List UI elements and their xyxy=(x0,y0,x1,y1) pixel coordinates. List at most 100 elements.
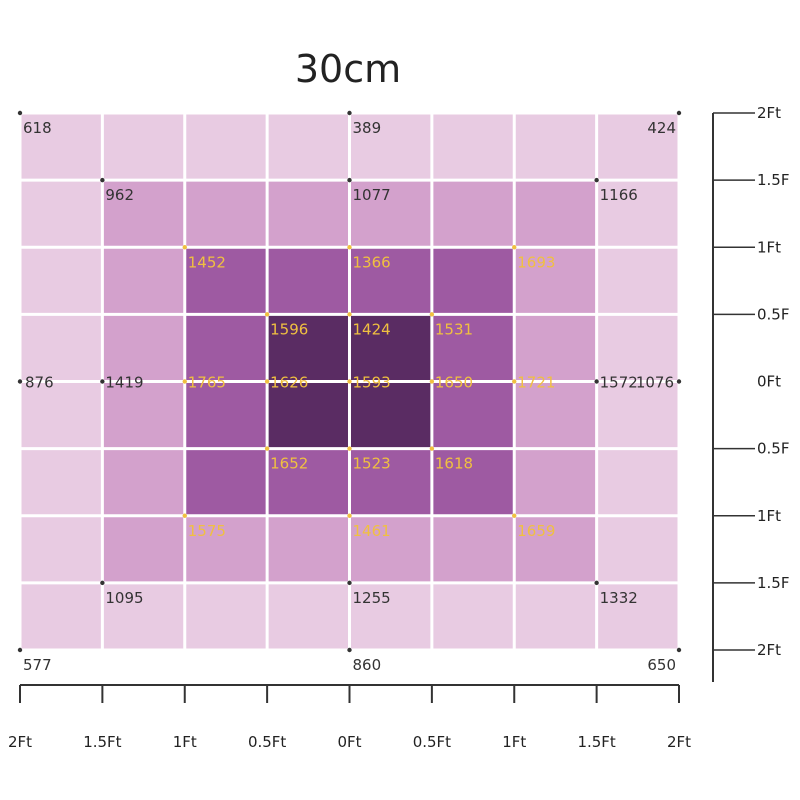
ppfd-value-label: 1419 xyxy=(105,374,143,392)
measurement-point xyxy=(264,379,270,384)
measurement-point xyxy=(347,580,352,586)
heatmap-cell xyxy=(349,314,432,382)
ppfd-value-label: 577 xyxy=(23,656,52,674)
ppfd-value-label: 618 xyxy=(23,119,52,137)
measurement-point xyxy=(17,379,23,384)
heatmap-cell xyxy=(267,381,350,449)
heatmap-cell xyxy=(267,515,350,583)
measurement-point xyxy=(347,245,352,250)
ppfd-value-label: 1424 xyxy=(353,320,391,338)
measurement-point xyxy=(264,312,270,317)
heatmap-cell xyxy=(514,314,597,382)
ppfd-value-label: 1765 xyxy=(188,374,226,392)
measurement-point xyxy=(676,379,682,384)
measurement-point xyxy=(264,446,270,451)
measurement-point xyxy=(429,312,435,317)
y-tick-label: 1.5F xyxy=(757,574,789,592)
measurement-point xyxy=(594,379,599,384)
ppfd-value-label: 1366 xyxy=(353,253,391,271)
heatmap-cell xyxy=(514,582,597,650)
measurement-point xyxy=(429,379,435,384)
heatmap-cell xyxy=(184,113,268,181)
ppfd-value-label: 1461 xyxy=(353,522,391,540)
measurement-point xyxy=(512,513,517,518)
x-tick-label: 1.5Ft xyxy=(577,733,615,751)
heatmap-cell xyxy=(596,247,679,315)
measurement-point xyxy=(17,647,23,653)
measurement-points: 618 389 424 962 1077 1166 1452 1366 1693 1596 1424… xyxy=(17,110,682,674)
measurement-point xyxy=(100,177,105,183)
heatmap-cell xyxy=(349,582,432,650)
ppfd-value-label: 1693 xyxy=(517,253,555,271)
ppfd-value-label: 1596 xyxy=(270,320,308,338)
y-axis: 2Ft 1.5F 1Ft 0.5F 0Ft 0.5F 1Ft 1.5F 2Ft xyxy=(712,104,789,682)
ppfd-value-label: 1593 xyxy=(353,374,391,392)
measurement-point xyxy=(100,580,105,586)
heatmap-cell xyxy=(20,247,103,315)
heatmap-cell xyxy=(20,113,103,181)
x-tick-label: 0.5Ft xyxy=(248,733,286,751)
heatmap-cell xyxy=(102,582,185,650)
x-tick-label: 2Ft xyxy=(8,733,32,751)
measurement-point xyxy=(100,379,105,384)
heatmap-cell xyxy=(184,381,268,449)
ppfd-value-label: 1650 xyxy=(435,374,473,392)
ppfd-value-label: 876 xyxy=(25,374,54,392)
heatmap-cell xyxy=(267,448,350,516)
measurement-point xyxy=(676,110,682,116)
heatmap-cell xyxy=(184,247,268,315)
heatmap-cell xyxy=(514,113,597,181)
measurement-point xyxy=(347,312,352,317)
heatmap-cell xyxy=(184,515,268,583)
x-tick-label: 1Ft xyxy=(502,733,526,751)
heatmap-cell xyxy=(596,113,679,181)
measurement-point xyxy=(347,446,352,451)
x-tick-label: 0Ft xyxy=(337,733,361,751)
heatmap-cell xyxy=(349,180,432,248)
heatmap-cell xyxy=(431,314,515,382)
ppfd-value-label: 1523 xyxy=(353,455,391,473)
heatmap-cell xyxy=(431,582,515,650)
ppfd-value-label: 1076 xyxy=(636,374,674,392)
heatmap-cell xyxy=(431,448,515,516)
measurement-point xyxy=(676,647,682,653)
heatmap-cell xyxy=(20,448,103,516)
ppfd-value-label: 424 xyxy=(647,119,676,137)
heatmap-cell xyxy=(514,247,597,315)
measurement-point xyxy=(512,379,517,384)
heatmap-cell xyxy=(102,180,185,248)
ppfd-value-label: 860 xyxy=(353,656,382,674)
heatmap-cell xyxy=(431,247,515,315)
measurement-point xyxy=(182,379,187,384)
heatmap-cell xyxy=(102,381,185,449)
heatmap-cell xyxy=(20,582,103,650)
heatmap-cell xyxy=(267,113,350,181)
measurement-point xyxy=(182,513,187,518)
ppfd-value-label: 1531 xyxy=(435,320,473,338)
heatmap-cell xyxy=(349,515,432,583)
ppfd-value-label: 650 xyxy=(647,656,676,674)
heatmap-cell xyxy=(267,247,350,315)
heatmap-cell xyxy=(349,448,432,516)
y-tick-label: 1Ft xyxy=(757,238,781,256)
ppfd-value-label: 1575 xyxy=(188,522,226,540)
y-tick-label: 0.5F xyxy=(757,440,789,458)
heatmap-cell xyxy=(349,247,432,315)
heatmap-cell xyxy=(102,448,185,516)
ppfd-value-label: 389 xyxy=(353,119,382,137)
heatmap-cell xyxy=(431,180,515,248)
ppfd-value-label: 1659 xyxy=(517,522,555,540)
heatmap-cell xyxy=(20,515,103,583)
measurement-point xyxy=(347,110,352,116)
heatmap-cell xyxy=(514,448,597,516)
heatmap-cell xyxy=(102,113,185,181)
heatmap-cell xyxy=(596,314,679,382)
ppfd-value-label: 1572 xyxy=(600,374,638,392)
heatmap-cell xyxy=(596,515,679,583)
measurement-point xyxy=(429,446,435,451)
heatmap-cell xyxy=(267,180,350,248)
measurement-point xyxy=(182,245,187,250)
ppfd-value-label: 1332 xyxy=(600,589,638,607)
heatmap-cell xyxy=(20,180,103,248)
